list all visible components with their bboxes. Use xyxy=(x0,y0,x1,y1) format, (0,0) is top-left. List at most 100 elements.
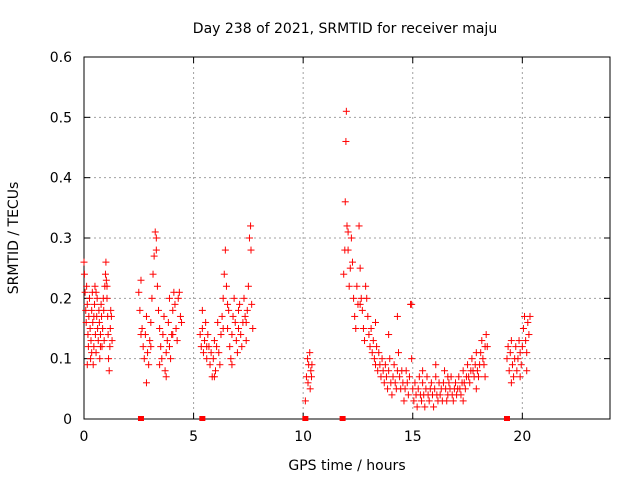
data-point xyxy=(240,294,248,302)
data-point xyxy=(151,228,159,236)
data-point xyxy=(359,325,367,332)
data-point xyxy=(514,355,522,363)
data-point xyxy=(175,288,183,296)
data-point xyxy=(105,367,113,375)
data-point xyxy=(353,282,361,290)
gap-marker xyxy=(302,416,309,421)
data-point xyxy=(408,300,416,308)
data-gap-markers xyxy=(137,416,510,421)
data-point xyxy=(342,107,350,115)
y-tick-label: 0.1 xyxy=(50,352,72,368)
data-point xyxy=(503,355,511,363)
data-point xyxy=(375,349,383,357)
data-point xyxy=(203,355,211,363)
data-point xyxy=(396,373,404,381)
data-point xyxy=(479,355,487,363)
data-point xyxy=(158,355,166,363)
data-point xyxy=(348,258,356,266)
data-point xyxy=(425,397,433,405)
data-point xyxy=(380,379,388,387)
data-point xyxy=(482,331,490,339)
data-point xyxy=(505,367,513,375)
data-point xyxy=(216,361,224,369)
data-point xyxy=(480,361,488,369)
data-point xyxy=(227,355,235,363)
data-point xyxy=(443,397,451,405)
x-tick-label: 5 xyxy=(189,429,198,445)
data-point xyxy=(410,397,418,405)
data-point xyxy=(232,337,240,345)
data-point xyxy=(395,349,403,357)
data-point xyxy=(201,337,209,345)
data-point xyxy=(103,294,111,302)
data-point xyxy=(355,222,363,230)
data-point xyxy=(516,373,524,381)
data-point xyxy=(159,331,167,339)
data-point xyxy=(219,325,227,332)
y-tick-label: 0.4 xyxy=(50,171,72,187)
data-point xyxy=(385,331,393,339)
data-point xyxy=(83,300,91,308)
data-point xyxy=(96,331,104,339)
data-point xyxy=(156,325,164,332)
data-point xyxy=(455,373,463,381)
y-axis-ticks: 0 0.1 0.2 0.3 0.4 0.5 0.6 xyxy=(50,50,610,428)
data-point xyxy=(215,349,223,357)
data-point xyxy=(243,306,251,314)
data-point xyxy=(391,379,399,387)
data-point xyxy=(361,337,369,345)
data-point xyxy=(204,331,212,339)
data-point xyxy=(231,318,239,326)
data-point xyxy=(478,337,486,345)
x-axis-label: GPS time / hours xyxy=(288,458,405,474)
x-tick-label: 0 xyxy=(80,429,89,445)
data-point xyxy=(304,355,312,363)
data-point xyxy=(403,379,411,387)
data-point xyxy=(135,288,143,296)
data-point xyxy=(418,397,426,405)
data-point xyxy=(106,343,114,351)
data-point xyxy=(457,391,465,399)
data-point xyxy=(222,282,230,290)
data-point xyxy=(209,355,217,363)
data-point xyxy=(102,276,110,284)
data-point xyxy=(451,379,459,387)
data-point xyxy=(366,343,374,351)
data-point xyxy=(388,391,396,399)
data-point xyxy=(408,355,416,363)
data-point xyxy=(524,318,532,326)
data-point xyxy=(224,300,232,308)
chart-title: Day 238 of 2021, SRMTID for receiver maj… xyxy=(193,21,497,37)
data-point xyxy=(526,312,534,320)
data-point xyxy=(381,361,389,369)
data-point xyxy=(101,270,109,278)
data-point xyxy=(233,349,241,357)
data-point xyxy=(206,361,214,369)
data-point xyxy=(402,367,410,375)
data-point xyxy=(103,282,111,290)
data-point xyxy=(207,349,215,357)
data-point xyxy=(91,300,99,308)
data-point xyxy=(148,294,156,302)
data-point xyxy=(87,355,95,363)
data-point xyxy=(80,270,88,278)
data-point xyxy=(165,294,173,302)
data-point xyxy=(160,312,168,320)
data-point xyxy=(386,355,394,363)
data-point xyxy=(401,385,409,393)
data-point xyxy=(93,294,101,302)
data-point xyxy=(199,349,207,357)
data-point xyxy=(449,397,457,405)
data-point xyxy=(226,343,234,351)
data-point xyxy=(244,282,252,290)
data-point xyxy=(472,385,480,393)
data-point xyxy=(156,361,164,369)
data-point xyxy=(237,331,245,339)
data-point xyxy=(306,385,314,393)
data-point xyxy=(100,306,108,314)
gap-marker xyxy=(339,416,346,421)
data-point xyxy=(364,312,372,320)
data-point xyxy=(164,318,172,326)
data-point xyxy=(235,306,243,314)
data-point xyxy=(102,258,110,266)
